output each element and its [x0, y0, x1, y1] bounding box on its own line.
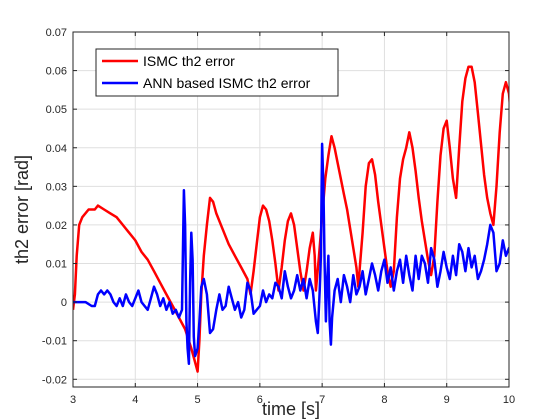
x-tick-label: 10 [503, 394, 515, 406]
y-tick-label: -0.02 [42, 374, 67, 386]
legend-label-ismc: ISMC th2 error [143, 53, 235, 69]
y-tick-label: 0.04 [46, 143, 67, 155]
y-tick-label: 0.06 [46, 66, 67, 78]
x-tick-label: 4 [132, 394, 138, 406]
y-axis-label: th2 error [rad] [12, 155, 32, 264]
y-tick-label: 0.02 [46, 220, 67, 232]
x-tick-label: 7 [319, 394, 325, 406]
x-axis-label: time [s] [262, 399, 320, 419]
x-tick-label: 6 [257, 394, 263, 406]
x-tick-label: 9 [444, 394, 450, 406]
x-tick-label: 8 [381, 394, 387, 406]
series-line-ismc [73, 65, 509, 373]
x-axis: 3 4 5 6 7 8 9 10 [70, 32, 515, 406]
y-tick-label: -0.01 [42, 336, 67, 348]
series-layer [73, 65, 509, 373]
y-tick-label: 0.05 [46, 104, 67, 116]
y-axis: -0.02 -0.01 0 0.01 0.02 0.03 0.04 0.05 0.06 0.07 [42, 27, 509, 386]
y-tick-label: 0.07 [46, 27, 67, 39]
x-tick-label: 3 [70, 394, 76, 406]
plot-frame [72, 31, 510, 388]
x-tick-label: 5 [195, 394, 201, 406]
legend-label-ann-ismc: ANN based ISMC th2 error [143, 75, 311, 91]
y-tick-label: 0.03 [46, 181, 67, 193]
y-tick-label: 0.01 [46, 259, 67, 271]
legend-box [95, 48, 339, 97]
legend: ISMC th2 error ANN based ISMC th2 error [95, 48, 339, 97]
y-tick-label: 0 [61, 297, 67, 309]
series-line-ann-ismc [73, 142, 509, 366]
